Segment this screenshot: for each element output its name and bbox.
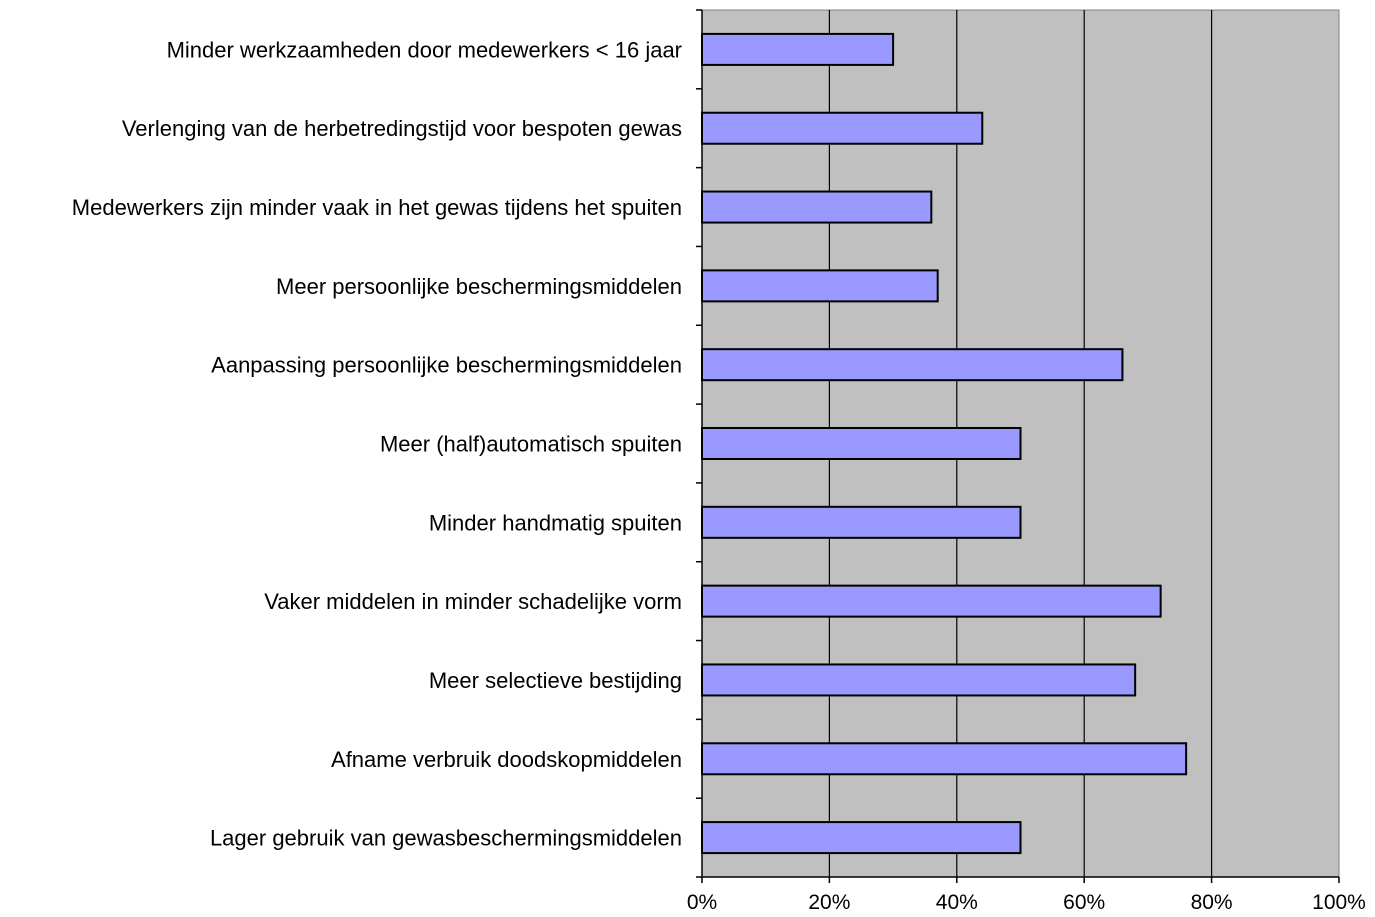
category-label: Meer persoonlijke beschermingsmiddelen bbox=[276, 274, 682, 299]
bar bbox=[701, 427, 1022, 460]
category-label: Vaker middelen in minder schadelijke vor… bbox=[264, 589, 682, 614]
bar bbox=[701, 505, 1022, 539]
x-tick-label: 20% bbox=[808, 891, 850, 914]
bar bbox=[701, 32, 895, 66]
category-label: Minder werkzaamheden door medewerkers < … bbox=[167, 37, 682, 62]
bar bbox=[701, 348, 1124, 382]
bar bbox=[701, 821, 1022, 855]
bar bbox=[701, 742, 1188, 776]
x-axis: 0% 20% 40% 60% 80% 100% bbox=[687, 876, 1366, 914]
category-labels: Minder werkzaamheden door medewerkers < … bbox=[72, 37, 682, 850]
bar bbox=[701, 190, 933, 224]
bar bbox=[701, 269, 939, 303]
bars bbox=[701, 32, 1188, 855]
y-axis bbox=[696, 9, 703, 878]
x-tick-label: 100% bbox=[1312, 891, 1366, 914]
x-tick-label: 0% bbox=[687, 891, 717, 914]
category-label: Meer (half)automatisch spuiten bbox=[380, 432, 682, 457]
x-tick-label: 80% bbox=[1191, 891, 1233, 914]
category-label: Verlenging van de herbetredingstijd voor… bbox=[122, 116, 682, 141]
category-label: Lager gebruik van gewasbeschermingsmidde… bbox=[210, 826, 682, 851]
x-tick-label: 60% bbox=[1063, 891, 1105, 914]
bar bbox=[701, 584, 1162, 618]
category-label: Meer selectieve bestijding bbox=[429, 668, 682, 693]
bar bbox=[701, 111, 984, 145]
category-label: Minder handmatig spuiten bbox=[429, 510, 682, 535]
category-label: Aanpassing persoonlijke beschermingsmidd… bbox=[211, 353, 682, 378]
category-label: Medewerkers zijn minder vaak in het gewa… bbox=[72, 195, 682, 220]
x-tick-label: 40% bbox=[936, 891, 978, 914]
category-label: Afname verbruik doodskopmiddelen bbox=[331, 747, 682, 772]
bar bbox=[701, 663, 1137, 697]
